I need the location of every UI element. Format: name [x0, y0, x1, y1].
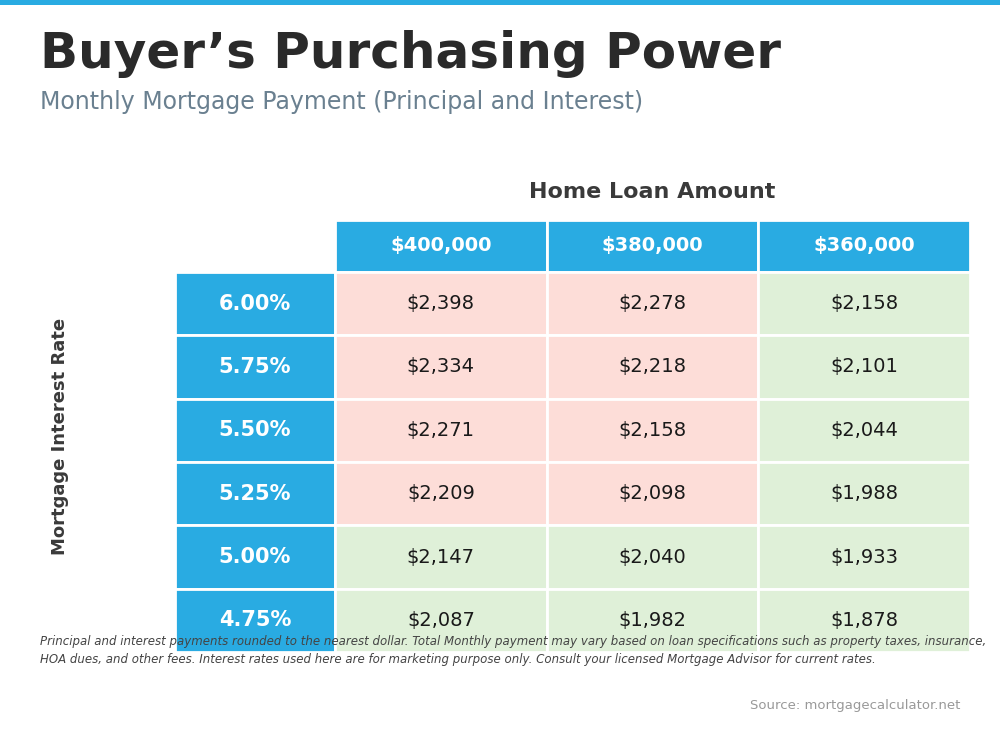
Text: Monthly Mortgage Payment (Principal and Interest): Monthly Mortgage Payment (Principal and … [40, 90, 643, 114]
Bar [335, 525, 547, 589]
Text: Buyer’s Purchasing Power: Buyer’s Purchasing Power [40, 30, 781, 78]
Bar [335, 335, 547, 399]
Text: $2,158: $2,158 [618, 421, 687, 440]
Bar [547, 589, 758, 652]
Bar [547, 272, 758, 335]
Bar [335, 462, 547, 525]
Text: $1,933: $1,933 [830, 548, 898, 566]
Bar [0, 0, 1000, 5]
Bar [758, 272, 970, 335]
Bar [547, 399, 758, 462]
Text: $1,982: $1,982 [618, 610, 686, 630]
Text: $2,147: $2,147 [407, 548, 475, 566]
Text: $2,101: $2,101 [830, 358, 898, 376]
Text: Mortgage Interest Rate: Mortgage Interest Rate [51, 317, 69, 554]
Text: $2,271: $2,271 [407, 421, 475, 440]
Text: Home Loan Amount: Home Loan Amount [529, 182, 776, 202]
Text: $1,878: $1,878 [830, 610, 898, 630]
Bar [758, 589, 970, 652]
Text: 5.50%: 5.50% [219, 420, 291, 440]
Text: 5.00%: 5.00% [219, 547, 291, 567]
Bar [547, 525, 758, 589]
Bar [335, 272, 547, 335]
Bar [175, 525, 335, 589]
Bar [335, 220, 547, 272]
Text: Principal and interest payments rounded to the nearest dollar. Total Monthly pay: Principal and interest payments rounded … [40, 635, 986, 666]
Bar [758, 220, 970, 272]
Text: $360,000: $360,000 [813, 236, 915, 256]
Text: $2,334: $2,334 [407, 358, 475, 376]
Bar [758, 335, 970, 399]
Text: $2,278: $2,278 [618, 294, 686, 314]
Bar [175, 399, 335, 462]
Bar [758, 462, 970, 525]
Bar [175, 335, 335, 399]
Bar [758, 399, 970, 462]
Bar [758, 525, 970, 589]
Text: $380,000: $380,000 [602, 236, 703, 256]
Text: $2,098: $2,098 [619, 484, 686, 503]
Text: $2,044: $2,044 [830, 421, 898, 440]
Text: $2,218: $2,218 [618, 358, 686, 376]
Text: $2,209: $2,209 [407, 484, 475, 503]
Bar [335, 589, 547, 652]
Bar [547, 335, 758, 399]
Text: 5.75%: 5.75% [219, 357, 291, 377]
Text: Source: mortgagecalculator.net: Source: mortgagecalculator.net [750, 699, 960, 712]
Text: $1,988: $1,988 [830, 484, 898, 503]
Text: 6.00%: 6.00% [219, 294, 291, 314]
Text: $2,158: $2,158 [830, 294, 898, 314]
Text: $2,398: $2,398 [407, 294, 475, 314]
Bar [335, 399, 547, 462]
Bar [175, 272, 335, 335]
Bar [547, 220, 758, 272]
Bar [175, 589, 335, 652]
Text: $400,000: $400,000 [390, 236, 492, 256]
Bar [175, 462, 335, 525]
Bar [547, 462, 758, 525]
Text: 5.25%: 5.25% [219, 484, 291, 504]
Text: $2,087: $2,087 [407, 610, 475, 630]
Text: $2,040: $2,040 [619, 548, 686, 566]
Text: 4.75%: 4.75% [219, 610, 291, 630]
